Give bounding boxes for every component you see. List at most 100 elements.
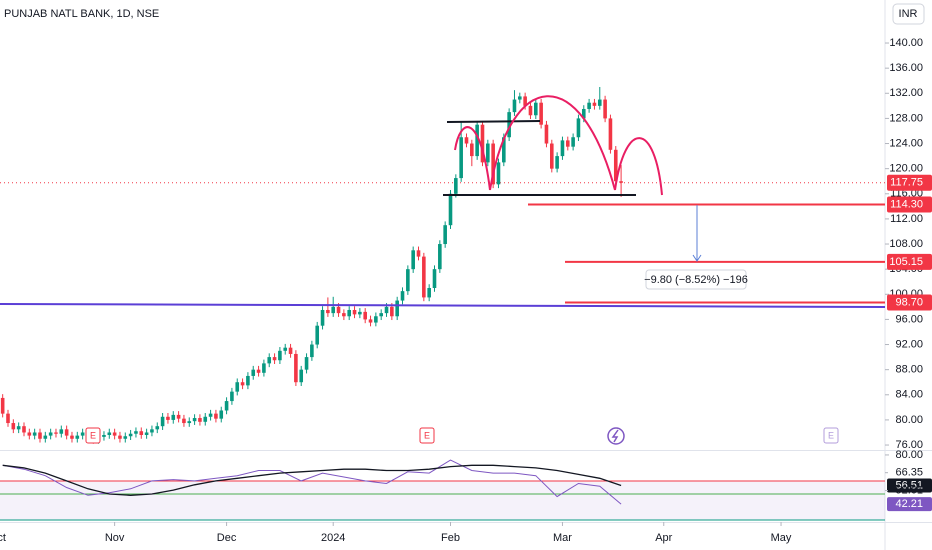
candle-body (310, 344, 314, 358)
candle-body (422, 256, 426, 298)
candle-body (70, 435, 74, 439)
candle-body (342, 313, 346, 317)
x-tick-label: Dec (217, 532, 237, 544)
y-tick-label: 76.00 (895, 439, 923, 451)
trend-line[interactable] (0, 303, 886, 308)
candle-body (347, 309, 352, 317)
candle-body (64, 429, 69, 436)
rsi-pane (0, 459, 885, 521)
candle-body (283, 347, 288, 351)
candle-body (608, 118, 613, 150)
candle-body (288, 347, 293, 354)
level-box (887, 253, 932, 270)
candle-body (544, 124, 549, 144)
candle-body (491, 143, 495, 185)
candle-body (523, 96, 527, 106)
candle-body (320, 309, 325, 326)
y-tick-label: 136.00 (889, 62, 923, 74)
candle-body (475, 124, 479, 157)
candle-body (150, 429, 154, 433)
candle-body (395, 300, 399, 317)
x-tick-label: Feb (441, 532, 460, 544)
rsi-tick-label: 80.00 (895, 449, 923, 461)
candle-body (139, 431, 144, 435)
level-box (887, 196, 932, 213)
candle-body (214, 413, 218, 419)
candle-body (267, 357, 272, 364)
rsi-value-label: 66.35 (895, 467, 923, 479)
candle-body (166, 416, 170, 420)
candle-body (438, 244, 442, 270)
candle-body (565, 140, 570, 147)
price-pane (0, 86, 885, 444)
currency[interactable]: INR (899, 8, 918, 20)
candle-body (171, 414, 176, 420)
candle-body (576, 118, 581, 138)
resistance-line[interactable] (446, 120, 541, 123)
candle-body (443, 225, 447, 245)
rsi-value-box (887, 497, 932, 512)
candle-body (454, 178, 458, 194)
y-tick-label: 88.00 (895, 364, 923, 376)
candle-body (246, 375, 250, 386)
shoulder-arc[interactable] (614, 137, 663, 196)
event-icon[interactable]: E (823, 427, 839, 444)
candle-body (518, 96, 522, 100)
rsi-plot (0, 459, 885, 521)
event-icon[interactable]: E (85, 427, 101, 444)
candle-body (571, 137, 575, 147)
candle-body (368, 319, 373, 323)
candle-body (384, 306, 389, 314)
candle-body (272, 357, 277, 361)
rsi-value-label: 52.61 (895, 484, 923, 496)
candle-body (528, 105, 533, 116)
candle-body (16, 426, 21, 430)
candle-body (294, 353, 298, 383)
candle-body (38, 432, 42, 439)
candle-body (123, 436, 128, 439)
candle-body (219, 410, 224, 419)
head-arc[interactable] (489, 95, 616, 191)
measure-arrowhead (692, 254, 702, 262)
shoulder-arc[interactable] (454, 126, 491, 191)
event-icon[interactable]: E (419, 427, 435, 444)
candle-body (363, 311, 367, 320)
candle-body (379, 313, 383, 317)
candle-body (480, 124, 485, 163)
candle-body (80, 432, 85, 436)
level-label: 98.70 (895, 296, 923, 308)
candle-body (597, 99, 602, 106)
y-tick-label: 132.00 (889, 87, 923, 99)
candle-body (144, 432, 149, 435)
candle-body (331, 306, 336, 314)
candle-body (187, 421, 192, 424)
currency-button[interactable] (892, 3, 925, 25)
candle-body (118, 435, 122, 439)
candle-body (315, 325, 320, 345)
candle-body (299, 369, 304, 383)
candle-body (486, 143, 490, 163)
candle-body (107, 432, 112, 435)
candle-body (603, 99, 607, 119)
candle-body (459, 137, 463, 179)
measure-label: −9.80 (−8.52%) −196 (644, 274, 748, 286)
candle-body (43, 435, 48, 439)
candle-body (352, 309, 357, 315)
x-tick-label: Nov (105, 532, 125, 544)
candle-body (470, 143, 474, 157)
candle-body (304, 357, 309, 370)
candle-body (11, 423, 16, 430)
candle-body (448, 193, 453, 226)
candle-body (182, 418, 186, 424)
candle-body (502, 137, 506, 163)
y-tick-label: 92.00 (895, 338, 923, 350)
dividend-icon[interactable] (607, 427, 625, 445)
candle-body (496, 162, 501, 185)
candle-body (75, 435, 80, 439)
measure-box (645, 269, 747, 290)
candle-body (619, 181, 623, 183)
candle-body (134, 431, 138, 434)
candle-body (160, 416, 165, 427)
symbol-title: PUNJAB NATL BANK, 1D, NSE (4, 8, 159, 20)
y-tick-label: 96.00 (895, 313, 923, 325)
